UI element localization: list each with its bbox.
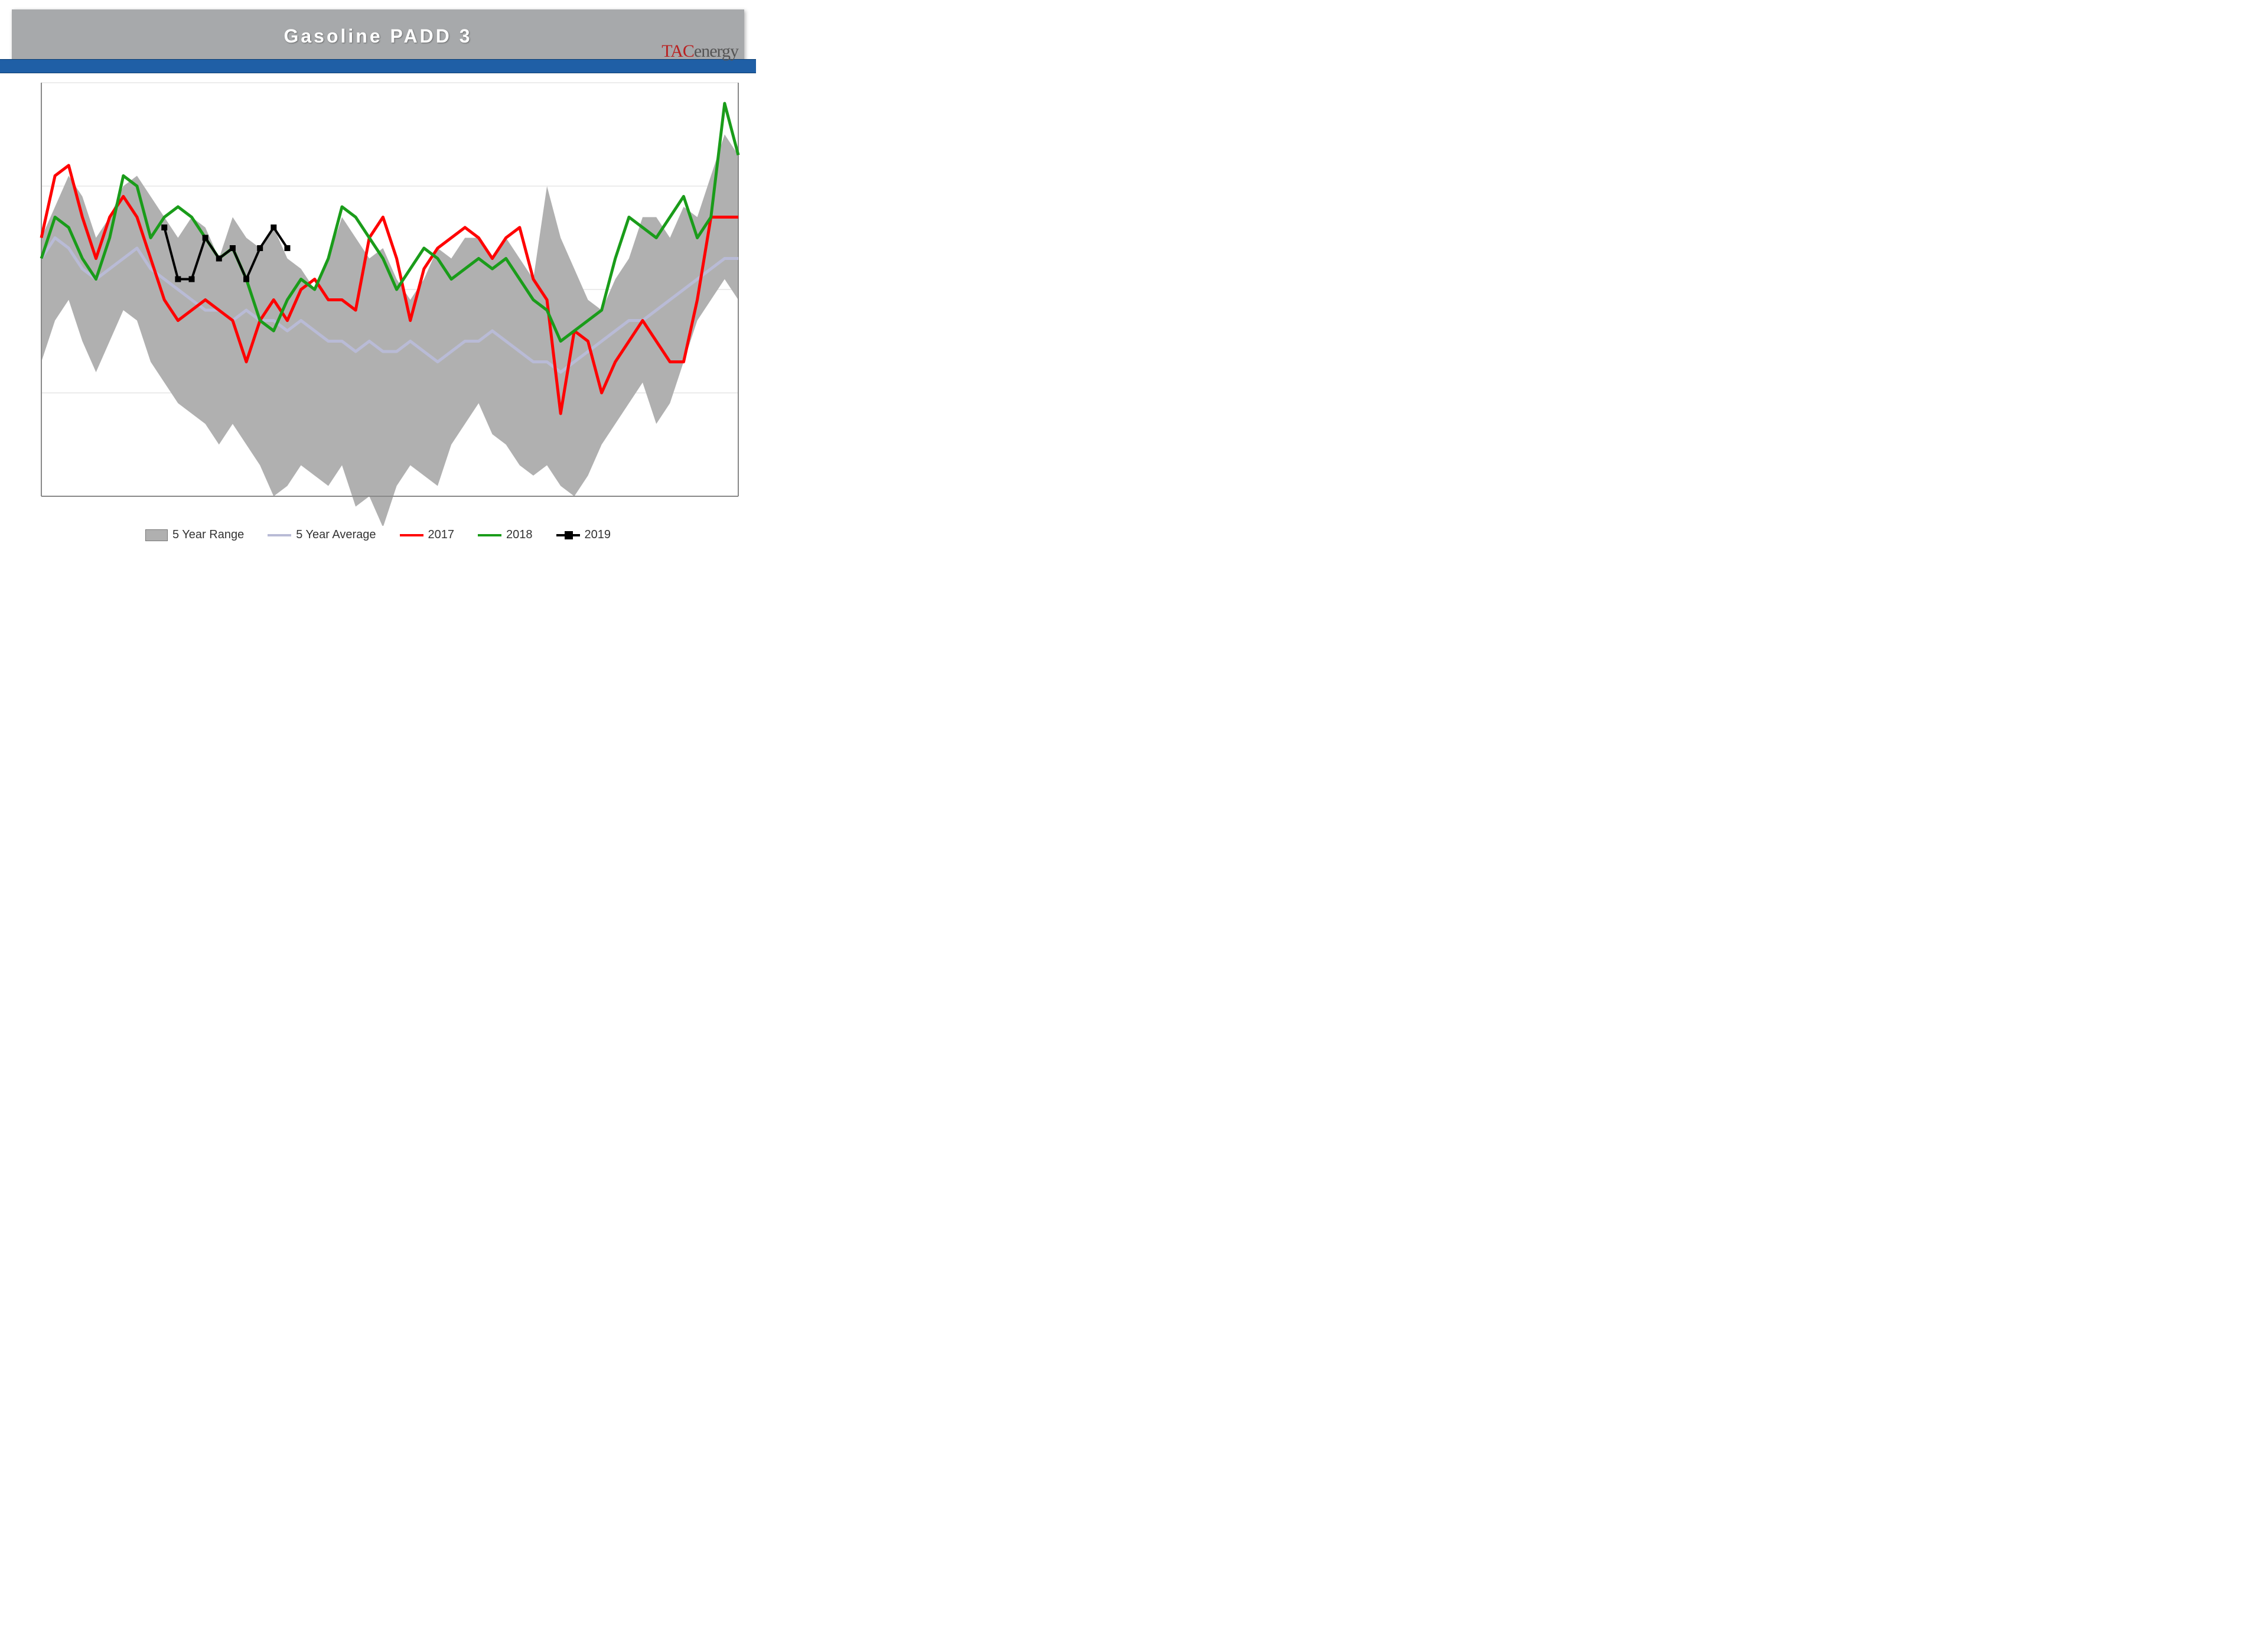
legend-item-avg: 5 Year Average bbox=[268, 528, 376, 542]
legend-label: 5 Year Average bbox=[296, 528, 376, 542]
legend: 5 Year Range 5 Year Average 2017 2018 20… bbox=[0, 528, 756, 542]
line-swatch-icon bbox=[268, 534, 291, 536]
chart-title: Gasoline PADD 3 bbox=[284, 25, 472, 47]
legend-item-2019: 2019 bbox=[556, 528, 611, 542]
logo-tac: TAC bbox=[662, 41, 694, 61]
legend-item-2017: 2017 bbox=[400, 528, 455, 542]
accent-bar bbox=[0, 59, 756, 73]
legend-label: 2018 bbox=[506, 528, 533, 542]
chart-svg bbox=[24, 77, 744, 526]
legend-item-2018: 2018 bbox=[478, 528, 533, 542]
marker-swatch-icon bbox=[556, 534, 580, 536]
legend-label: 5 Year Range bbox=[172, 528, 244, 542]
legend-item-range: 5 Year Range bbox=[145, 528, 244, 542]
line-swatch-icon bbox=[400, 534, 423, 536]
line-swatch-icon bbox=[478, 534, 501, 536]
legend-label: 2017 bbox=[428, 528, 455, 542]
chart-title-bar: Gasoline PADD 3 bbox=[12, 9, 744, 63]
chart-container: Gasoline PADD 3 TACenergy 5 Year Range 5… bbox=[0, 0, 756, 548]
legend-label: 2019 bbox=[585, 528, 611, 542]
plot-area bbox=[24, 77, 744, 526]
logo: TACenergy bbox=[662, 41, 738, 61]
range-swatch-icon bbox=[145, 529, 168, 541]
logo-energy: energy bbox=[694, 41, 738, 61]
